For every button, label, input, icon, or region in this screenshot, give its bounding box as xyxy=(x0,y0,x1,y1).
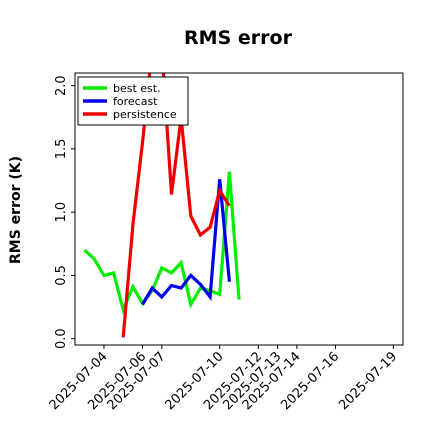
series-line-persistence xyxy=(121,73,231,338)
y-axis: 0.0 0.5 1.0 1.5 2.0 xyxy=(54,75,75,349)
y-tick-label: 0.5 xyxy=(54,265,69,286)
chart-title: RMS error xyxy=(184,27,293,49)
legend-label: best est. xyxy=(113,82,161,95)
y-tick-label: 1.5 xyxy=(54,139,69,160)
legend-label: forecast xyxy=(113,95,158,108)
series-layer xyxy=(83,73,241,338)
legend-label: persistence xyxy=(113,108,177,121)
plot-area-frame xyxy=(74,72,404,346)
series-line-best-est- xyxy=(83,171,241,315)
y-tick-label: 0.0 xyxy=(54,328,69,349)
y-tick-label: 1.0 xyxy=(54,202,69,223)
y-tick-label: 2.0 xyxy=(54,75,69,96)
x-axis: 2025-07-042025-07-062025-07-072025-07-10… xyxy=(47,345,400,413)
y-axis-label: RMS error (K) xyxy=(8,156,24,264)
series-line-forecast xyxy=(141,179,231,306)
x-tick-label: 2025-07-19 xyxy=(336,349,400,413)
